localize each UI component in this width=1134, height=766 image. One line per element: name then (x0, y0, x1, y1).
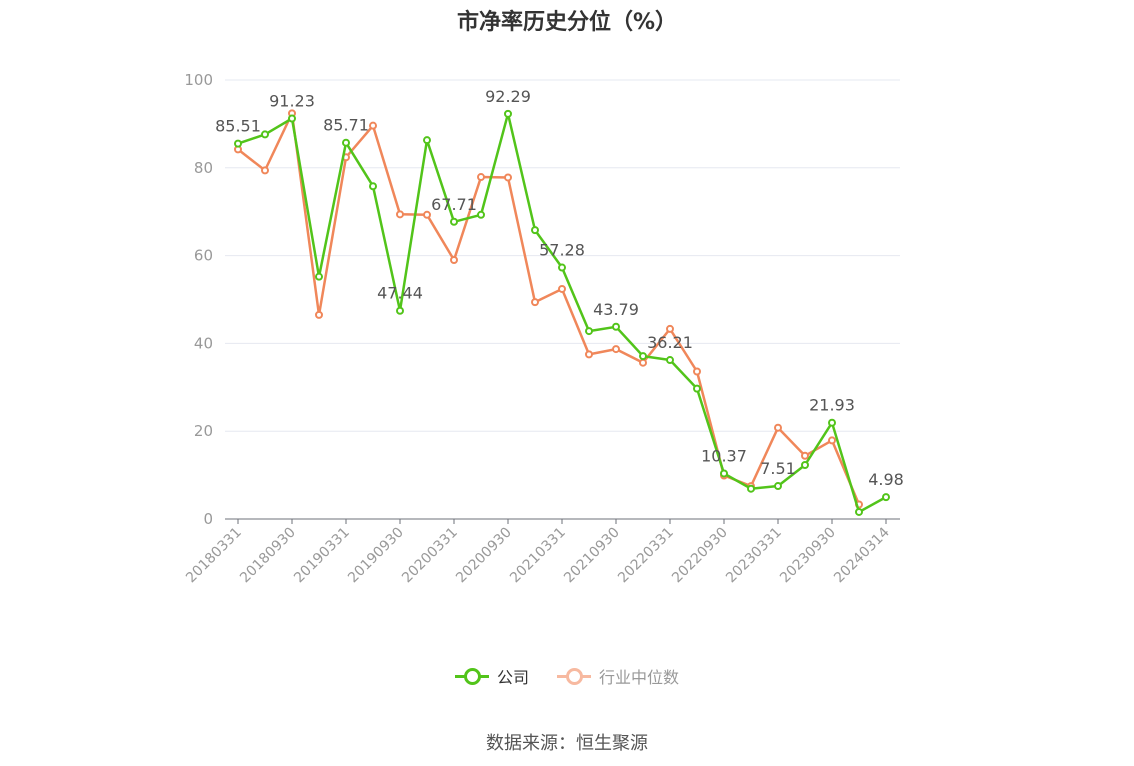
data-point-company (342, 138, 350, 147)
legend-industry-marker (557, 666, 591, 686)
data-point-company (234, 139, 242, 148)
y-tick-label: 0 (203, 510, 213, 528)
data-point-industry (261, 166, 269, 175)
data-label: 10.37 (701, 446, 747, 465)
data-point-industry (612, 345, 620, 354)
data-point-company (315, 272, 323, 281)
legend: 公司 行业中位数 (0, 664, 1134, 688)
data-label: 4.98 (868, 470, 904, 489)
data-label: 85.71 (323, 116, 369, 135)
y-tick-label: 100 (184, 71, 213, 89)
data-point-industry (828, 436, 836, 445)
data-point-industry (558, 284, 566, 293)
data-point-company (747, 484, 755, 493)
chart-title: 市净率历史分位（%） (456, 10, 678, 35)
y-tick-label: 80 (194, 159, 213, 177)
data-point-company (558, 263, 566, 272)
data-point-industry (801, 451, 809, 460)
legend-company-marker (454, 666, 489, 686)
legend-item-company[interactable]: 公司 (454, 664, 529, 688)
x-tick-label: 20210331 (507, 525, 569, 587)
series-line-industry (237, 112, 861, 505)
data-point-company (477, 210, 485, 219)
data-label: 92.29 (485, 87, 531, 106)
x-tick-label: 20190331 (291, 525, 353, 587)
data-point-industry (477, 173, 485, 182)
data-point-industry (693, 367, 701, 376)
data-point-industry (639, 358, 647, 367)
data-label: 7.51 (760, 459, 796, 478)
data-label: 47.44 (377, 284, 423, 303)
data-point-company (531, 226, 539, 235)
data-point-company (666, 356, 674, 365)
x-tick-label: 20190930 (345, 525, 407, 587)
legend-company-label: 公司 (496, 668, 529, 687)
data-point-company (288, 114, 296, 123)
legend-item-industry[interactable]: 行业中位数 (557, 664, 679, 688)
data-point-company (396, 306, 404, 315)
data-point-industry (423, 210, 431, 219)
data-point-industry (531, 298, 539, 307)
data-point-company (855, 507, 863, 516)
data-point-industry (504, 173, 512, 182)
x-tick-label: 20230930 (777, 525, 839, 587)
data-point-company (612, 322, 620, 331)
data-point-industry (396, 210, 404, 219)
legend-industry-label: 行业中位数 (599, 668, 680, 687)
data-point-company (585, 327, 593, 336)
data-point-industry (585, 350, 593, 359)
x-tick-label: 20210930 (561, 525, 623, 587)
x-tick-label: 20220930 (669, 525, 731, 587)
data-point-industry (369, 121, 377, 130)
y-tick-label: 60 (194, 247, 213, 265)
data-point-industry (666, 324, 674, 333)
y-tick-label: 20 (194, 422, 213, 440)
data-point-industry (774, 423, 782, 432)
data-point-company (774, 482, 782, 491)
data-label: 91.23 (269, 92, 315, 111)
data-point-company (693, 384, 701, 393)
data-point-company (639, 352, 647, 361)
x-tick-label: 20180930 (237, 525, 299, 587)
data-label: 85.51 (215, 117, 261, 136)
data-label: 36.21 (647, 333, 693, 352)
data-label: 43.79 (593, 300, 639, 319)
data-point-company (828, 418, 836, 427)
data-source: 数据来源：恒生聚源 (486, 733, 648, 754)
data-point-company (261, 130, 269, 139)
data-point-company (720, 469, 728, 478)
x-tick-label: 20200930 (453, 525, 515, 587)
data-point-company (801, 461, 809, 470)
data-label: 57.28 (539, 241, 585, 260)
data-point-industry (450, 255, 458, 264)
data-point-company (450, 217, 458, 226)
y-tick-label: 40 (194, 334, 213, 352)
x-tick-label: 20200331 (399, 525, 461, 587)
data-point-company (369, 182, 377, 191)
series-line-company (237, 112, 887, 514)
x-tick-label: 20220331 (615, 525, 677, 587)
data-point-industry (315, 310, 323, 319)
x-tick-label: 20180331 (183, 525, 245, 587)
x-tick-label: 20230331 (723, 525, 785, 587)
x-tick-label: 20240314 (831, 524, 893, 586)
data-label: 21.93 (809, 396, 855, 415)
data-point-company (423, 136, 431, 145)
data-point-company (882, 493, 890, 502)
data-label: 67.71 (431, 195, 477, 214)
data-point-company (504, 109, 512, 118)
